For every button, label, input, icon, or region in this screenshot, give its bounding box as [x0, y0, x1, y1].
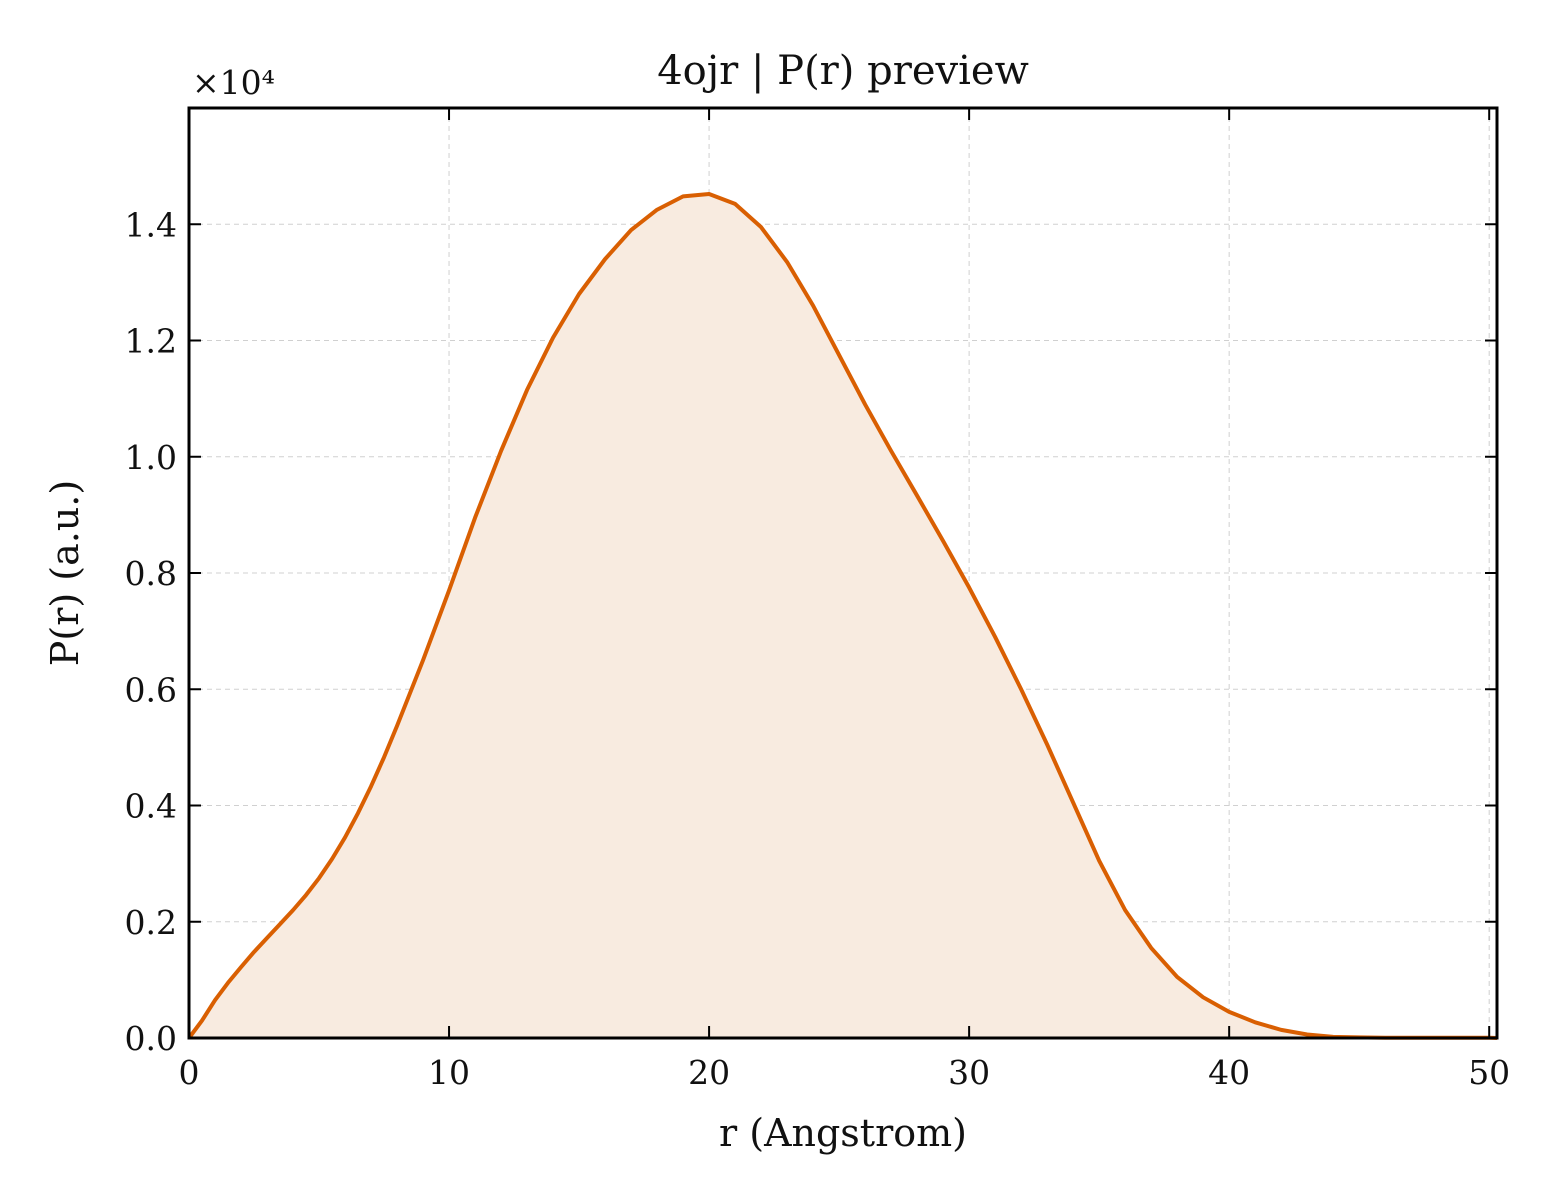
y-tick-labels: 0.0 0.2 0.4 0.6 0.8 1.0 1.2 1.4	[125, 205, 177, 1058]
y-tick-label: 0.8	[125, 554, 177, 593]
x-tick-label: 20	[688, 1053, 730, 1092]
y-tick-label: 0.6	[125, 670, 177, 709]
chart-title: 4ojr | P(r) preview	[657, 48, 1029, 94]
x-tick-label: 10	[428, 1053, 470, 1092]
y-tick-label: 1.0	[125, 438, 177, 477]
area-fill	[189, 194, 1497, 1038]
ticks	[188, 108, 1497, 1039]
x-tick-label: 40	[1208, 1053, 1250, 1092]
y-tick-label: 0.0	[125, 1019, 177, 1058]
y-axis-label: P(r) (a.u.)	[43, 480, 87, 666]
y-tick-label: 0.2	[125, 903, 177, 942]
x-tick-label: 0	[179, 1053, 200, 1092]
y-offset-label: ×10⁴	[192, 63, 275, 102]
x-axis-label: r (Angstrom)	[719, 1111, 967, 1155]
y-tick-label: 0.4	[125, 787, 177, 826]
x-tick-labels: 0 10 20 30 40 50	[179, 1053, 1511, 1092]
x-tick-label: 50	[1468, 1053, 1510, 1092]
y-tick-label: 1.2	[125, 322, 177, 361]
y-tick-label: 1.4	[125, 205, 177, 244]
x-tick-label: 30	[948, 1053, 990, 1092]
pr-curve	[187, 192, 1498, 1040]
